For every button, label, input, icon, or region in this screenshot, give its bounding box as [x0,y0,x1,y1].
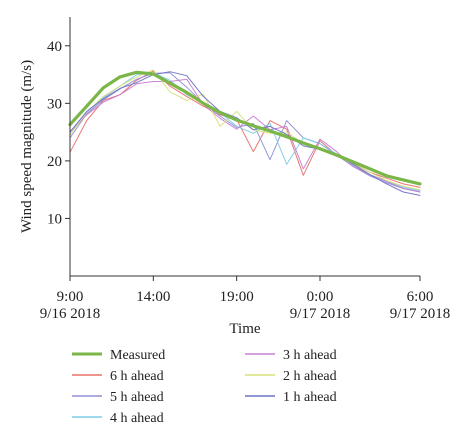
legend-label: 1 h ahead [283,390,337,405]
series-line-6-h-ahead [69,70,421,188]
y-tick-label: 10 [47,211,62,227]
y-tick-label: 40 [47,39,62,55]
x-tick-label: 14:00 [136,289,170,305]
legend-label: 6 h ahead [110,369,164,384]
legend-item: 1 h ahead [245,390,337,405]
legend-item: 3 h ahead [245,348,337,363]
x-tick-label: 6:00 [407,289,434,305]
series-line-measured [68,70,422,186]
y-axis-title: Wind speed magnitude (m/s) [19,60,35,233]
y-tick-label: 20 [47,154,62,170]
series-line-5-h-ahead [69,72,421,193]
legend-item: 2 h ahead [245,369,337,384]
x-tick-label: 19:00 [220,289,254,305]
legend-item: Measured [72,348,165,363]
series-line-2-h-ahead [69,69,421,191]
legend-label: 2 h ahead [283,369,337,384]
series-line-1-h-ahead [69,71,421,196]
x-tick-label: 9:00 [57,289,84,305]
legend-label: 3 h ahead [283,348,337,363]
x-tick-label: 0:00 [307,289,334,305]
series-layer [68,69,422,196]
legend-item: 5 h ahead [72,390,164,405]
legend-item: 6 h ahead [72,369,164,384]
legend-label: 4 h ahead [110,411,164,426]
legend-label: 5 h ahead [110,390,164,405]
x-tick-label-date: 9/17 2018 [290,306,350,322]
legend-item: 4 h ahead [72,411,164,426]
legend-label: Measured [110,348,165,363]
x-axis-title: Time [229,321,260,337]
y-tick-label: 30 [47,96,62,112]
x-tick-label-date: 9/17 2018 [390,306,450,322]
legend: Measured 3 h ahead 6 h ahead 2 h ahead 5 h a… [72,348,337,426]
x-tick-label-date: 9/16 2018 [40,306,100,322]
